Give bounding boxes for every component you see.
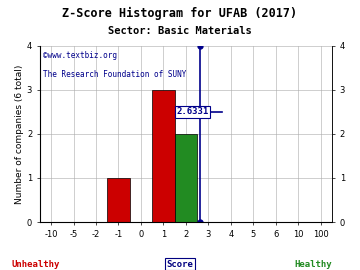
Text: ©www.textbiz.org: ©www.textbiz.org <box>43 51 117 60</box>
Text: 2.6331: 2.6331 <box>176 107 208 116</box>
Text: Score: Score <box>167 260 193 269</box>
Bar <box>152 90 175 222</box>
Text: The Research Foundation of SUNY: The Research Foundation of SUNY <box>43 70 186 79</box>
Text: Sector: Basic Materials: Sector: Basic Materials <box>108 26 252 36</box>
Bar <box>175 134 197 222</box>
Text: Healthy: Healthy <box>294 260 332 269</box>
Y-axis label: Number of companies (6 total): Number of companies (6 total) <box>15 64 24 204</box>
Text: Z-Score Histogram for UFAB (2017): Z-Score Histogram for UFAB (2017) <box>62 7 298 20</box>
Text: Unhealthy: Unhealthy <box>12 260 60 269</box>
Bar <box>107 178 130 222</box>
